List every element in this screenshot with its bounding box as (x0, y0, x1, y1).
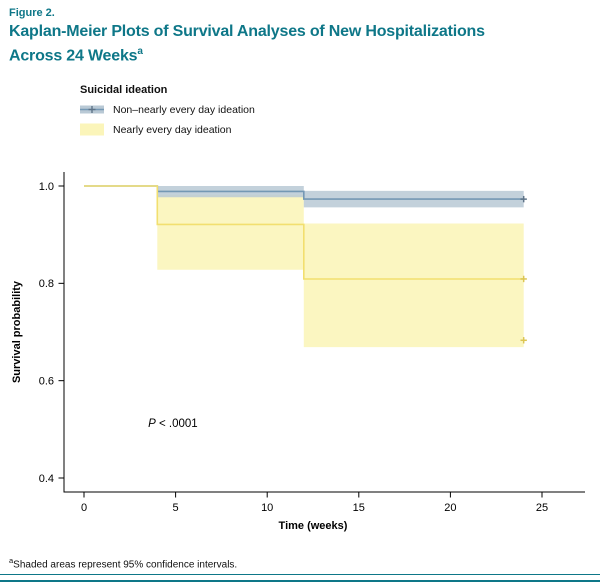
legend: Suicidal ideation Non–nearly every day i… (80, 84, 255, 143)
km-curve-1 (84, 185, 524, 280)
legend-swatch-svg-0 (80, 105, 104, 114)
title-superscript: a (137, 46, 143, 57)
legend-item-nearly: Nearly every day ideation (80, 123, 255, 136)
figure-footnote: aShaded areas represent 95% confidence i… (9, 556, 237, 570)
figure-title-line1: Kaplan-Meier Plots of Survival Analyses … (9, 23, 485, 40)
x-axis-title: Time (weeks) (279, 520, 348, 532)
ci-band-1 (157, 194, 524, 348)
legend-item-non-nearly: Non–nearly every day ideation (80, 103, 255, 116)
legend-label-nearly: Nearly every day ideation (113, 123, 232, 136)
y-tick-label: 0.4 (39, 473, 54, 485)
km-plot: 0 5 10 15 20 25 0.4 0.6 0.8 1.0 Time (weeks) Surviv… (11, 172, 585, 532)
legend-swatch-svg-1 (80, 123, 104, 136)
legend-swatch-nearly-icon (80, 123, 104, 136)
p-value-annotation: P < .0001 (148, 418, 198, 430)
x-tick-label: 0 (81, 502, 87, 514)
footnote-marker: a (9, 556, 14, 565)
km-chart-area: 0 5 10 15 20 25 0.4 0.6 0.8 1.0 Time (weeks) Surviv… (0, 160, 600, 545)
x-tick-label: 10 (261, 502, 273, 514)
y-tick-label: 0.8 (39, 278, 54, 290)
footnote-text: Shaded areas represent 95% confidence in… (13, 559, 238, 571)
figure-label: Figure 2. (9, 7, 55, 19)
legend-label-non-nearly: Non–nearly every day ideation (113, 103, 255, 116)
bottom-rule-thick (0, 580, 600, 582)
legend-swatch-non-nearly-icon (80, 103, 104, 116)
x-tick-label: 15 (353, 502, 365, 514)
x-tick-label: 20 (444, 502, 456, 514)
x-tick-label: 25 (536, 502, 548, 514)
legend-title: Suicidal ideation (80, 84, 168, 96)
figure-title-line2: Across 24 Weeks (9, 47, 138, 65)
x-tick-label: 5 (173, 502, 179, 514)
bottom-rule-thin (0, 574, 600, 575)
y-tick-label: 0.6 (39, 375, 54, 387)
y-axis-title: Survival probability (11, 280, 23, 383)
y-tick-label: 1.0 (39, 181, 54, 193)
figure-title: Kaplan-Meier Plots of Survival Analyses … (9, 22, 593, 66)
